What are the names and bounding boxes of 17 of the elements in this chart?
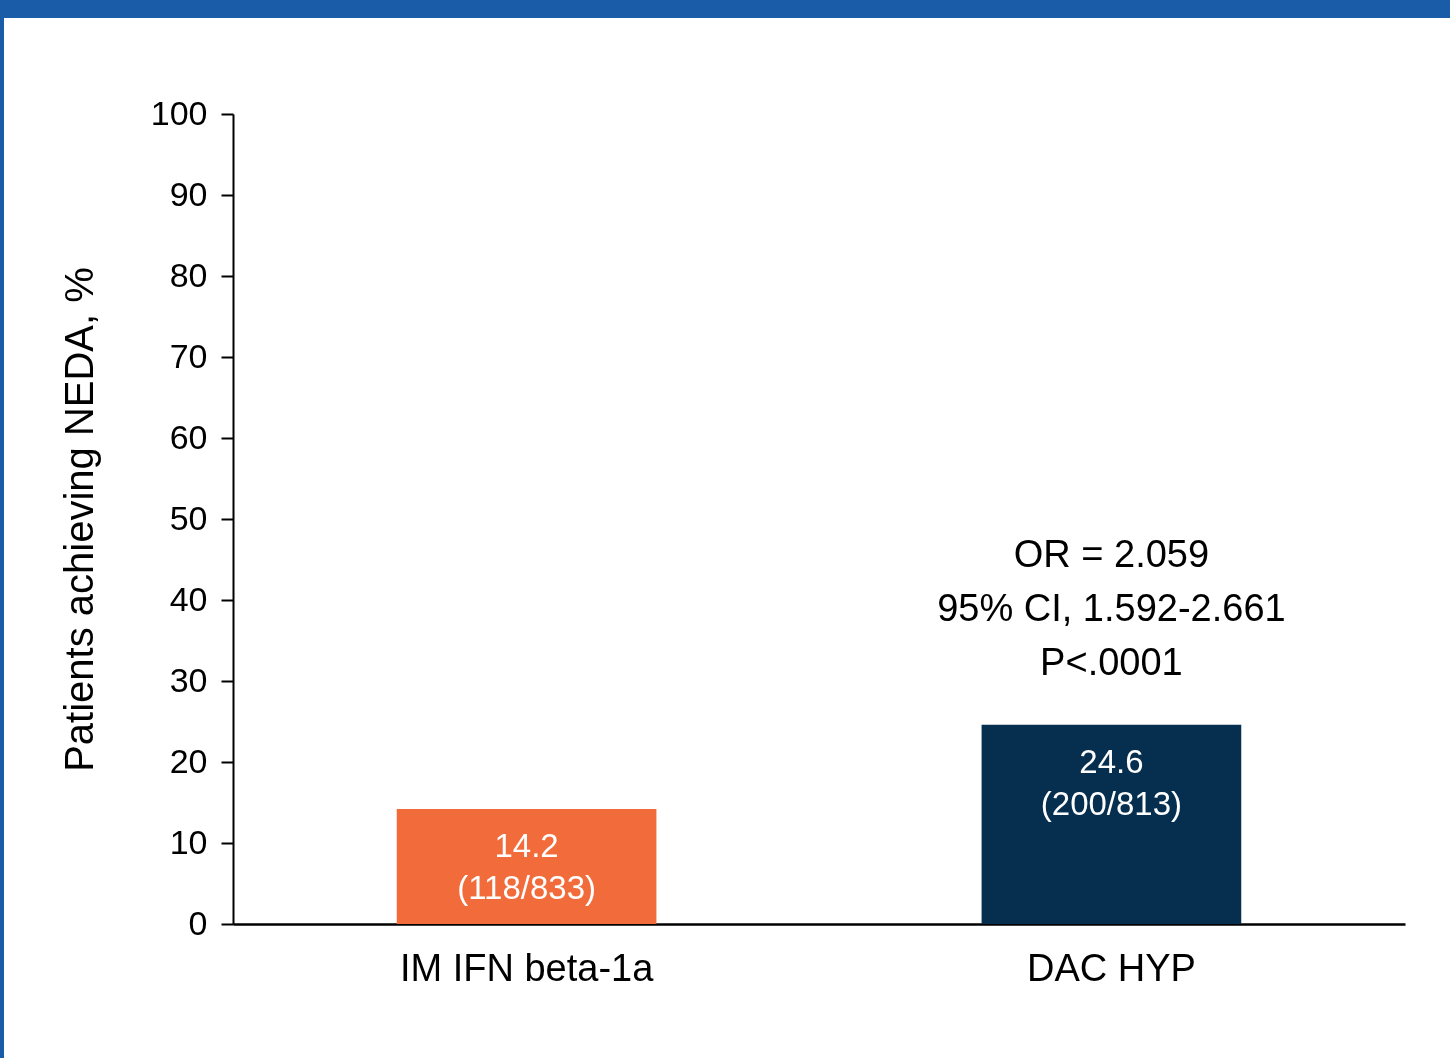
annotation: OR = 2.059 95% CI, 1.592-2.661 P<.0001 — [937, 532, 1286, 683]
y-tick-label: 20 — [169, 741, 208, 780]
y-tick-label: 50 — [169, 498, 208, 537]
x-tick-label: IM IFN beta-1a — [399, 946, 655, 989]
y-tick-label: 0 — [188, 903, 208, 942]
y-tick-label: 90 — [169, 174, 208, 213]
y-tick-label: 40 — [169, 579, 208, 618]
y-tick-label: 80 — [169, 255, 208, 294]
y-tick-label: 100 — [150, 93, 208, 132]
y-tick-label: 10 — [169, 822, 208, 861]
x-tick-label: DAC HYP — [1026, 946, 1196, 989]
y-axis-title: Patients achieving NEDA, % — [56, 267, 101, 772]
y-tick-label: 30 — [169, 660, 208, 699]
y-tick-label: 70 — [169, 336, 208, 375]
data-label: 24.6 (200/813) — [1040, 742, 1183, 822]
data-label: 14.2 (118/833) — [457, 826, 596, 906]
y-tick-label: 60 — [169, 417, 208, 456]
